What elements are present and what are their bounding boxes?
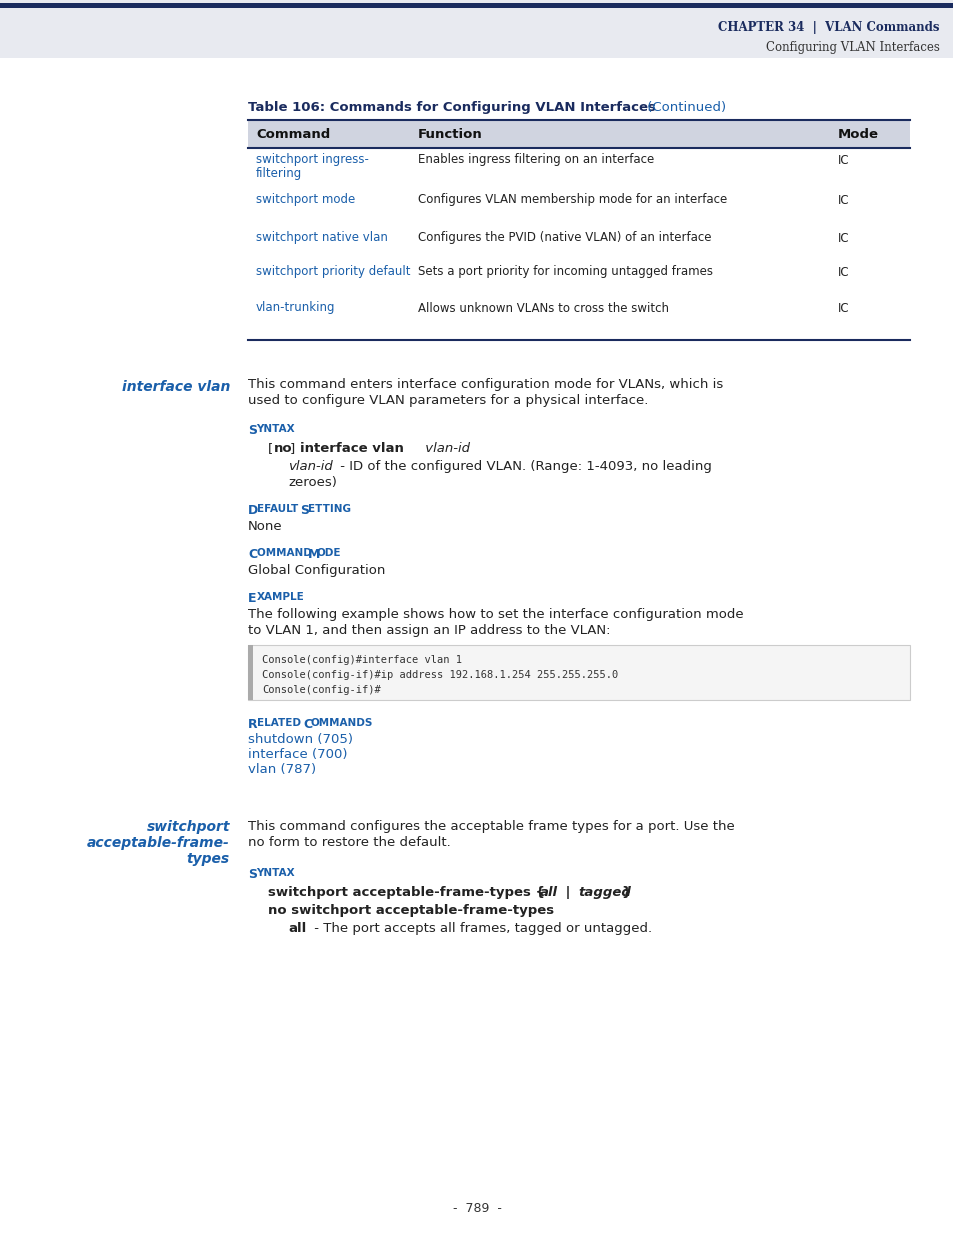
Bar <box>248 645 909 700</box>
Text: all: all <box>539 885 558 899</box>
Text: - The port accepts all frames, tagged or untagged.: - The port accepts all frames, tagged or… <box>310 923 652 935</box>
Text: S: S <box>248 424 256 437</box>
Text: OMMAND: OMMAND <box>256 548 315 558</box>
Text: all: all <box>288 923 306 935</box>
Text: types: types <box>187 852 230 866</box>
Text: ODE: ODE <box>316 548 341 558</box>
Text: vlan-trunking: vlan-trunking <box>255 301 335 315</box>
Text: interface vlan: interface vlan <box>299 442 403 454</box>
Text: OMMANDS: OMMANDS <box>311 718 373 727</box>
Text: interface (700): interface (700) <box>248 748 347 761</box>
Text: switchport mode: switchport mode <box>255 194 355 206</box>
Text: None: None <box>248 520 282 534</box>
Text: Console(config-if)#: Console(config-if)# <box>262 685 380 695</box>
Text: Sets a port priority for incoming untagged frames: Sets a port priority for incoming untagg… <box>417 266 712 279</box>
Text: zeroes): zeroes) <box>288 475 336 489</box>
Text: ]: ] <box>290 442 299 454</box>
Text: C: C <box>303 718 312 731</box>
Text: switchport native vlan: switchport native vlan <box>255 231 388 245</box>
Text: Table 106: Commands for Configuring VLAN Interfaces: Table 106: Commands for Configuring VLAN… <box>248 101 656 115</box>
Bar <box>248 645 253 700</box>
Text: Console(config)#interface vlan 1: Console(config)#interface vlan 1 <box>262 655 461 664</box>
Text: CHAPTER 34  |  VLAN Commands: CHAPTER 34 | VLAN Commands <box>718 21 939 35</box>
Text: Configuring VLAN Interfaces: Configuring VLAN Interfaces <box>765 42 939 54</box>
Text: vlan (787): vlan (787) <box>248 763 315 776</box>
Text: R: R <box>248 718 257 731</box>
Text: }: } <box>620 885 630 899</box>
Text: Command: Command <box>255 127 330 141</box>
Text: XAMPLE: XAMPLE <box>256 592 304 601</box>
Text: The following example shows how to set the interface configuration mode: The following example shows how to set t… <box>248 608 742 621</box>
Text: - ID of the configured VLAN. (Range: 1-4093, no leading: - ID of the configured VLAN. (Range: 1-4… <box>335 459 711 473</box>
Text: This command configures the acceptable frame types for a port. Use the: This command configures the acceptable f… <box>248 820 734 832</box>
Text: S: S <box>299 504 309 517</box>
Text: IC: IC <box>837 194 849 206</box>
Text: ELATED: ELATED <box>256 718 304 727</box>
Text: (Continued): (Continued) <box>642 101 725 115</box>
Text: vlan-id: vlan-id <box>288 459 333 473</box>
Text: vlan-id: vlan-id <box>420 442 470 454</box>
Text: Global Configuration: Global Configuration <box>248 564 385 577</box>
Text: IC: IC <box>837 153 849 167</box>
Text: switchport ingress-: switchport ingress- <box>255 153 369 167</box>
Text: Enables ingress filtering on an interface: Enables ingress filtering on an interfac… <box>417 153 654 167</box>
Text: [: [ <box>268 442 273 454</box>
Text: Mode: Mode <box>837 127 878 141</box>
Text: M: M <box>308 548 320 561</box>
Text: acceptable-frame-: acceptable-frame- <box>87 836 230 850</box>
Text: filtering: filtering <box>255 167 302 179</box>
Text: to VLAN 1, and then assign an IP address to the VLAN:: to VLAN 1, and then assign an IP address… <box>248 624 610 637</box>
Text: IC: IC <box>837 301 849 315</box>
Text: C: C <box>248 548 257 561</box>
Text: S: S <box>248 868 256 881</box>
Text: -  789  -: - 789 - <box>452 1202 501 1214</box>
Text: no form to restore the default.: no form to restore the default. <box>248 836 450 848</box>
Text: no: no <box>274 442 293 454</box>
Text: tagged: tagged <box>578 885 630 899</box>
Text: This command enters interface configuration mode for VLANs, which is: This command enters interface configurat… <box>248 378 722 391</box>
Text: switchport: switchport <box>147 820 230 834</box>
Text: YNTAX: YNTAX <box>255 424 294 433</box>
Text: IC: IC <box>837 231 849 245</box>
Text: switchport priority default: switchport priority default <box>255 266 410 279</box>
Text: D: D <box>248 504 258 517</box>
Text: ETTING: ETTING <box>308 504 351 514</box>
Text: E: E <box>248 592 256 605</box>
Bar <box>0 0 953 58</box>
Text: Function: Function <box>417 127 482 141</box>
Bar <box>248 120 909 148</box>
Text: no switchport acceptable-frame-types: no switchport acceptable-frame-types <box>268 904 554 918</box>
Bar <box>0 2 953 7</box>
Text: |: | <box>560 885 575 899</box>
Text: used to configure VLAN parameters for a physical interface.: used to configure VLAN parameters for a … <box>248 394 648 408</box>
Text: interface vlan: interface vlan <box>121 380 230 394</box>
Text: Allows unknown VLANs to cross the switch: Allows unknown VLANs to cross the switch <box>417 301 668 315</box>
Text: shutdown (705): shutdown (705) <box>248 734 353 746</box>
Text: EFAULT: EFAULT <box>256 504 301 514</box>
Text: YNTAX: YNTAX <box>255 868 294 878</box>
Text: Configures the PVID (native VLAN) of an interface: Configures the PVID (native VLAN) of an … <box>417 231 711 245</box>
Text: IC: IC <box>837 266 849 279</box>
Text: Console(config-if)#ip address 192.168.1.254 255.255.255.0: Console(config-if)#ip address 192.168.1.… <box>262 671 618 680</box>
Text: Configures VLAN membership mode for an interface: Configures VLAN membership mode for an i… <box>417 194 726 206</box>
Text: switchport acceptable-frame-types {: switchport acceptable-frame-types { <box>268 885 544 899</box>
